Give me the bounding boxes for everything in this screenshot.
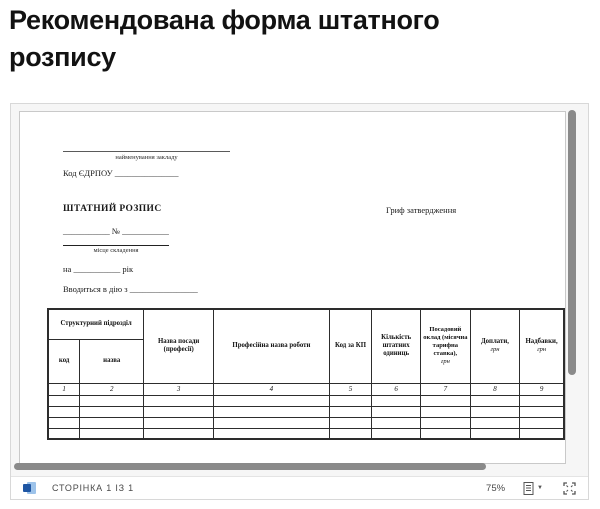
page-title: Рекомендована форма штатного розпису	[9, 5, 440, 72]
viewer-status-bar: СТОРІНКА 1 ІЗ 1 75% ▼	[11, 476, 588, 499]
institution-label: найменування закладу	[115, 154, 178, 161]
page-view-dropdown[interactable]: ▼	[523, 481, 543, 495]
word-app-icon	[23, 481, 37, 495]
staffing-table: Структурний підрозділ Назва посади (проф…	[47, 308, 565, 440]
effective-row: Вводиться в дію з ________________	[63, 284, 198, 294]
col-num: 3	[143, 382, 215, 396]
year-blank: ___________	[73, 264, 121, 274]
col-num: 2	[79, 382, 145, 396]
col-num: 8	[469, 382, 521, 396]
approval-stamp-label: Гриф затвердження	[386, 205, 457, 215]
table-empty-row	[47, 394, 565, 407]
year-prefix: на	[63, 264, 72, 274]
place-label: місце складення	[93, 247, 139, 254]
column-number-row: 1 2 3 4 5 6 7 8 9	[47, 382, 565, 396]
subcol-code: код	[47, 338, 81, 384]
col-kp-code: Код за КП	[328, 308, 373, 384]
col-staff-units: Кількість штатних одиниць	[371, 308, 421, 384]
fullscreen-icon[interactable]	[563, 481, 576, 495]
col-allowance-unit: грн	[537, 346, 547, 354]
place-blank-line	[63, 245, 169, 246]
number-blank-left: ___________	[63, 226, 110, 236]
col-num: 5	[328, 382, 373, 396]
number-row: ___________ № ___________	[63, 226, 169, 236]
chevron-down-icon: ▼	[537, 485, 543, 491]
col-extra-pay-unit: грн	[490, 346, 500, 354]
page-view-icon	[523, 481, 534, 495]
col-position-name: Назва посади (професії)	[143, 308, 215, 384]
table-header-row-1: Структурний підрозділ Назва посади (проф…	[47, 308, 565, 384]
table-empty-row	[47, 427, 565, 440]
document-viewer: найменування закладу Код ЄДРПОУ ________…	[10, 103, 589, 500]
col-extra-pay-label: Доплати,	[480, 337, 509, 345]
zoom-level-label[interactable]: 75%	[486, 482, 506, 494]
col-allowance-label: Надбавки,	[525, 337, 558, 345]
col-extra-pay: Доплати, грн	[469, 308, 521, 384]
col-salary-unit: грн	[440, 358, 450, 366]
effective-label: Вводиться в дію з	[63, 284, 128, 294]
horizontal-scrollbar-thumb[interactable]	[14, 463, 486, 470]
col-structural-unit: Структурний підрозділ	[47, 308, 145, 340]
edrpou-row: Код ЄДРПОУ _______________	[63, 168, 179, 178]
word-app-icon-back	[27, 482, 36, 494]
col-salary-label: Посадовий оклад (місячна тарифна ставка)…	[423, 325, 468, 358]
vertical-scrollbar-thumb[interactable]	[568, 110, 576, 375]
col-professional-name: Професійна назва роботи	[213, 308, 330, 384]
page-status-label: СТОРІНКА 1 ІЗ 1	[52, 483, 134, 493]
year-row: на ___________ рік	[63, 264, 133, 274]
edrpou-blank: _______________	[114, 168, 179, 178]
number-sign: №	[111, 226, 120, 236]
institution-blank-line	[63, 151, 230, 152]
number-blank-right: ___________	[122, 226, 169, 236]
document-page: найменування закладу Код ЄДРПОУ ________…	[19, 111, 566, 464]
col-allowance: Надбавки, грн	[519, 308, 565, 384]
col-num: 6	[371, 382, 421, 396]
subcol-name: назва	[79, 338, 145, 384]
col-salary: Посадовий оклад (місячна тарифна ставка)…	[419, 308, 471, 384]
edrpou-label: Код ЄДРПОУ	[63, 168, 113, 178]
document-title: ШТАТНИЙ РОЗПИС	[63, 204, 162, 214]
table-empty-row	[47, 416, 565, 429]
word-app-icon-front	[23, 484, 31, 492]
document-scroll-area[interactable]: найменування закладу Код ЄДРПОУ ________…	[11, 104, 588, 477]
col-num: 4	[213, 382, 330, 396]
table-empty-row	[47, 405, 565, 418]
col-num: 9	[519, 382, 565, 396]
effective-blank: ________________	[129, 284, 198, 294]
col-num: 1	[47, 382, 81, 396]
year-suffix: рік	[122, 264, 134, 274]
col-num: 7	[419, 382, 471, 396]
